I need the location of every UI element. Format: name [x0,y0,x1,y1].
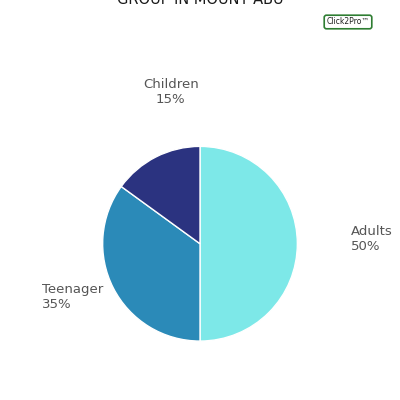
Wedge shape [103,186,200,341]
Title: PERCENTAGE OF MENTAL HEALTH ISSUE BY AGE
GROUP IN MOUNT ABU: PERCENTAGE OF MENTAL HEALTH ISSUE BY AGE… [26,0,374,7]
Text: Adults
50%: Adults 50% [351,225,393,253]
Text: Teenager
35%: Teenager 35% [42,283,104,311]
Text: Click2Pro™: Click2Pro™ [326,18,370,26]
Text: Children
15%: Children 15% [143,78,199,106]
Wedge shape [121,146,200,244]
Wedge shape [200,146,297,341]
